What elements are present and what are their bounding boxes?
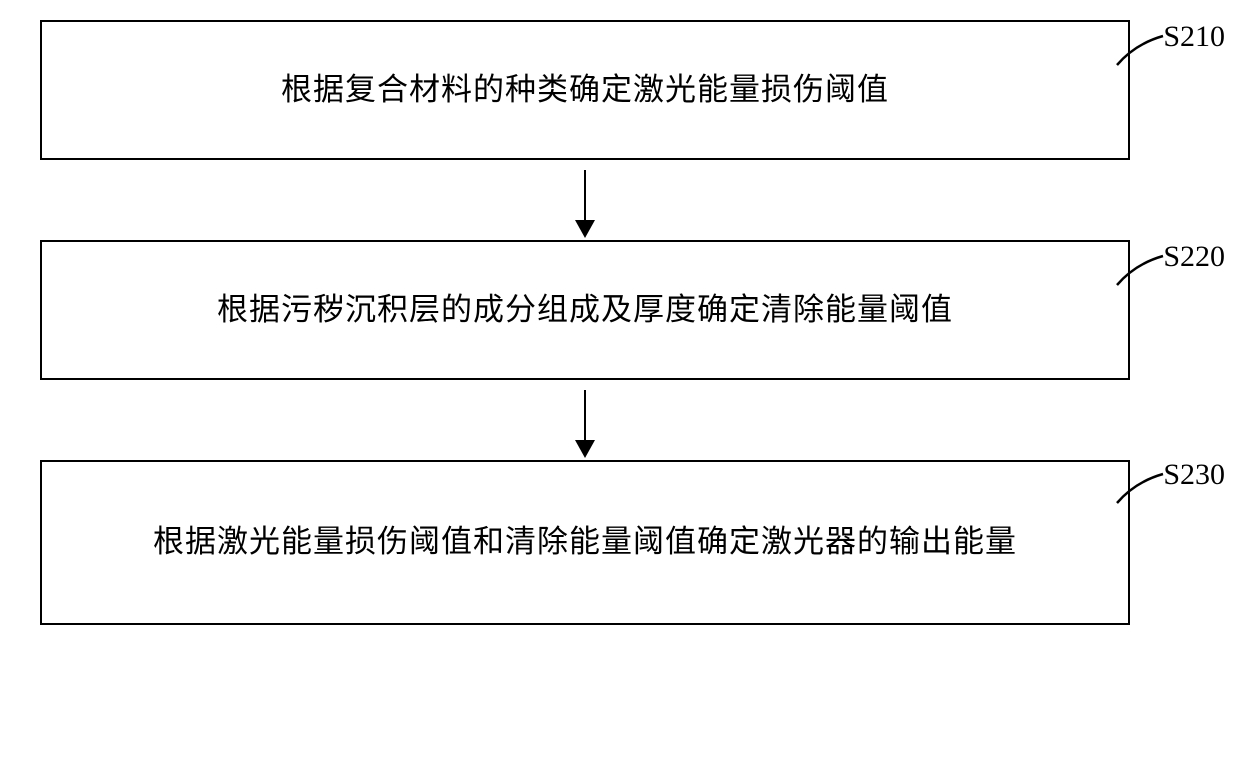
flow-box-step1: 根据复合材料的种类确定激光能量损伤阈值 bbox=[40, 20, 1130, 160]
flow-box-step2: 根据污秽沉积层的成分组成及厚度确定清除能量阈值 bbox=[40, 240, 1130, 380]
flowchart-container: S210 根据复合材料的种类确定激光能量损伤阈值 S220 根据污秽沉积层的成分… bbox=[40, 20, 1200, 625]
step2-text: 根据污秽沉积层的成分组成及厚度确定清除能量阈值 bbox=[217, 287, 953, 334]
flow-box-step3: 根据激光能量损伤阈值和清除能量阈值确定激光器的输出能量 bbox=[40, 460, 1130, 625]
step3-text: 根据激光能量损伤阈值和清除能量阈值确定激光器的输出能量 bbox=[153, 519, 1017, 566]
arrow-head-1 bbox=[575, 220, 595, 238]
connector-curve-3 bbox=[1115, 470, 1165, 505]
connector-curve-1 bbox=[1115, 32, 1165, 67]
arrow-2 bbox=[40, 380, 1130, 460]
arrow-1 bbox=[40, 160, 1130, 240]
connector-curve-2 bbox=[1115, 252, 1165, 287]
arrow-head-2 bbox=[575, 440, 595, 458]
step-label-2: S220 bbox=[1163, 240, 1225, 274]
step1-text: 根据复合材料的种类确定激光能量损伤阈值 bbox=[281, 67, 889, 114]
step-label-1: S210 bbox=[1163, 20, 1225, 54]
step-label-3: S230 bbox=[1163, 458, 1225, 492]
